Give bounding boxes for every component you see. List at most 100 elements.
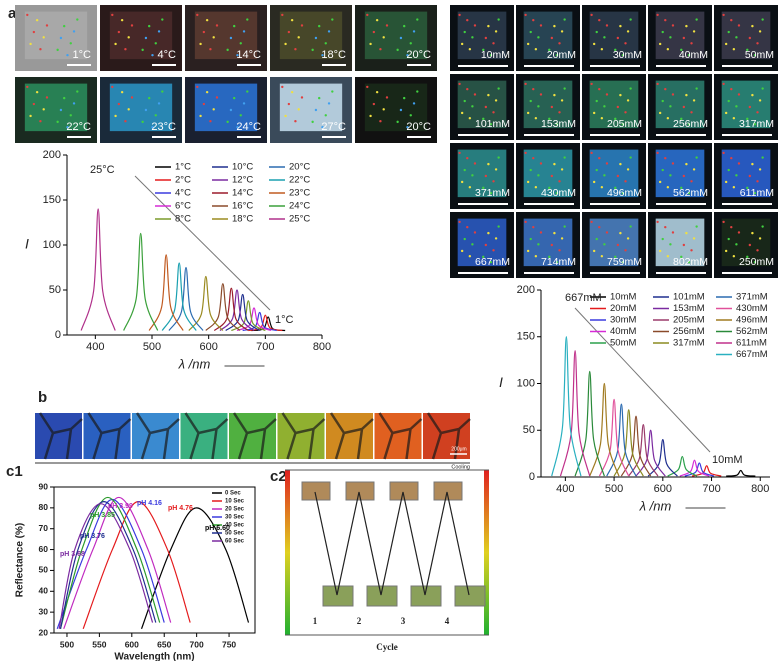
photo-speck [327,102,331,105]
photo-speck [669,105,672,108]
side-gradient [484,470,489,635]
photo-speck [669,174,672,177]
photo-speck [111,85,114,89]
photo-speck [695,18,698,21]
photo-speck [616,243,620,247]
legend-label: 317mM [673,338,705,349]
photo [714,5,778,71]
photo-speck [409,42,412,45]
photo-label: 496mM [607,187,642,199]
photo-speck [605,93,609,96]
y-tick-label: 80 [39,502,49,512]
photo-speck [761,18,764,21]
crack-pattern [232,412,277,460]
legend-label: 6°C [175,201,191,212]
series-line [59,500,157,629]
photo-speck [761,156,764,159]
photo-speck [751,24,754,28]
scale-label: 200μm [451,446,466,452]
photo [648,5,712,71]
series-line [225,293,261,332]
photo-speck [724,249,728,253]
y-tick-label: 100 [43,239,61,251]
photo-speck [202,30,206,34]
photo-speck [550,105,554,109]
photo-speck [761,225,764,228]
photo-speck [595,168,598,172]
legend-label: 4°C [175,188,191,199]
x-tick-label: 550 [92,639,106,649]
photo-speck [239,42,242,45]
photo-speck [748,36,752,40]
series-line [148,254,184,331]
legend-label: 14°C [232,188,253,199]
photo-speck [722,82,725,86]
photo-speck [236,125,239,129]
photo-speck [722,220,725,224]
photo-speck [524,151,527,155]
photo-speck [529,237,532,241]
photo-speck [532,225,535,229]
photo-speck [735,105,738,108]
photo-speck [592,249,596,253]
legend-label: 40 Sec [225,523,245,529]
legend-label: 562mM [736,326,768,337]
photo-speck [658,249,662,253]
photo-speck [730,156,733,160]
legend-label: 20 Sec [225,507,245,513]
photo-speck [661,168,664,172]
photo-speck [553,93,556,97]
photo-speck [748,105,752,109]
photo [100,77,182,143]
photo-speck [687,122,691,126]
photo-speck [39,48,42,51]
legend-label: 667mM [736,349,768,360]
photo [450,74,514,140]
micrograph [132,413,179,459]
photo-speck [199,114,202,118]
photo-speck [114,42,117,46]
photo-speck [209,120,212,123]
annotation: pH 3.76 [80,533,105,540]
photo [582,143,646,209]
photo-speck [595,237,598,241]
photo-speck [666,255,670,258]
series-line [231,300,266,332]
photo-speck [553,162,556,166]
photo-speck [494,168,498,171]
photo-label: 18°C [321,49,346,61]
photo-speck [761,87,764,90]
photo-speck [626,237,630,240]
photo-speck [626,99,630,102]
y-tick-label: 200 [517,284,535,296]
photo-speck [403,24,406,28]
photo-speck [666,186,670,189]
photo-speck [412,102,416,105]
legend-label: 205mM [673,315,705,326]
photo-speck [732,255,736,258]
photo-speck [157,102,161,105]
photo-speck [29,114,32,118]
photo-speck [154,114,157,117]
photo-speck [529,30,532,34]
photo-speck [563,225,566,228]
photo-speck [563,87,566,90]
crack-pattern [38,412,83,460]
photo-speck [466,87,469,91]
photo-label: 101mM [475,118,510,130]
photo [270,77,352,143]
photo-speck [624,180,627,183]
series-line [123,232,159,331]
legend-label: 12°C [232,175,253,186]
photo-speck [592,180,596,184]
photo-speck [492,42,495,45]
photo-speck [406,53,409,57]
photo-speck [409,114,412,117]
legend-label: 8°C [175,214,191,225]
photo-speck [460,111,464,115]
photo-speck [492,249,495,252]
photo-speck [484,243,488,247]
photo-speck [756,42,759,45]
photo-speck [619,24,622,28]
photo-speck [111,13,114,17]
